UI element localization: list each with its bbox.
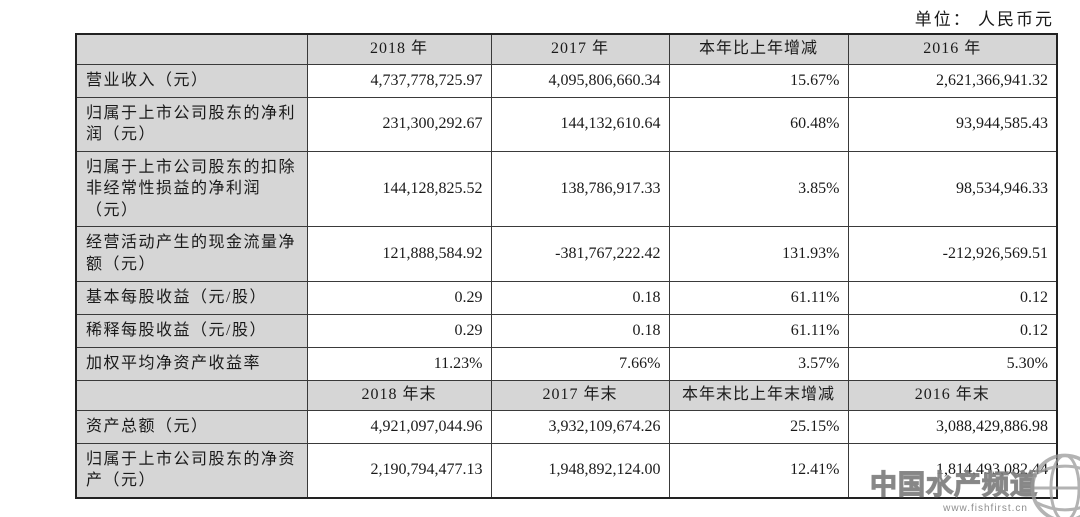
table-row: 经营活动产生的现金流量净额（元） 121,888,584.92 -381,767,2… (75, 226, 1058, 282)
value-cell: -381,767,222.42 (490, 226, 670, 282)
value-cell: 131.93% (668, 226, 849, 282)
table-row: 资产总额（元） 4,921,097,044.96 3,932,109,674.26 2… (75, 409, 1058, 444)
value-cell: 4,095,806,660.34 (490, 63, 670, 98)
row-label: 归属于上市公司股东的净利润（元） (75, 96, 308, 152)
value-cell: -212,926,569.51 (847, 226, 1058, 282)
header-cell-year: 2018 年 (306, 33, 492, 65)
value-cell: 0.18 (490, 280, 670, 315)
value-cell: 11.23% (306, 346, 492, 381)
value-cell: 0.12 (847, 280, 1058, 315)
value-cell: 1,814,493,082.44 (847, 442, 1058, 499)
value-cell: 231,300,292.67 (306, 96, 492, 152)
header-cell-year: 本年比上年增减 (668, 33, 849, 65)
header-cell-year: 2017 年末 (490, 379, 670, 411)
value-cell: 0.29 (306, 280, 492, 315)
table-header-row: 2018 年 2017 年本年比上年增减 2016 年 (75, 33, 1058, 65)
table-row: 加权平均净资产收益率 11.23% 7.66% 3.57% 5.30% (75, 346, 1058, 381)
header-cell-year: 2016 年末 (847, 379, 1058, 411)
header-cell-year: 2018 年末 (306, 379, 492, 411)
header-cell-empty (75, 379, 308, 411)
watermark-url: www.fishfirst.cn (943, 503, 1028, 514)
value-cell: 15.67% (668, 63, 849, 98)
value-cell: 3,088,429,886.98 (847, 409, 1058, 444)
value-cell: 121,888,584.92 (306, 226, 492, 282)
header-cell-year: 2017 年 (490, 33, 670, 65)
value-cell: 4,921,097,044.96 (306, 409, 492, 444)
table-row: 基本每股收益（元/股） 0.29 0.18 61.11% 0.12 (75, 280, 1058, 315)
financial-summary-table: 2018 年 2017 年本年比上年增减 2016 年营业收入（元） 4,737,77… (75, 33, 1058, 499)
value-cell: 61.11% (668, 280, 849, 315)
header-cell-year: 2016 年 (847, 33, 1058, 65)
value-cell: 61.11% (668, 313, 849, 348)
row-label: 营业收入（元） (75, 63, 308, 98)
value-cell: 2,190,794,477.13 (306, 442, 492, 499)
table-row: 稀释每股收益（元/股） 0.29 0.18 61.11% 0.12 (75, 313, 1058, 348)
value-cell: 4,737,778,725.97 (306, 63, 492, 98)
value-cell: 1,948,892,124.00 (490, 442, 670, 499)
row-label: 稀释每股收益（元/股） (75, 313, 308, 348)
value-cell: 3.85% (668, 150, 849, 228)
value-cell: 3,932,109,674.26 (490, 409, 670, 444)
header-cell-year: 本年末比上年末增减 (668, 379, 849, 411)
value-cell: 5.30% (847, 346, 1058, 381)
value-cell: 0.12 (847, 313, 1058, 348)
row-label: 基本每股收益（元/股） (75, 280, 308, 315)
value-cell: 7.66% (490, 346, 670, 381)
value-cell: 144,128,825.52 (306, 150, 492, 228)
value-cell: 12.41% (668, 442, 849, 499)
table-row: 营业收入（元） 4,737,778,725.97 4,095,806,660.34 1… (75, 63, 1058, 98)
value-cell: 2,621,366,941.32 (847, 63, 1058, 98)
value-cell: 0.18 (490, 313, 670, 348)
unit-label: 单位： 人民币元 (914, 10, 1054, 29)
table-row: 归属于上市公司股东的净资产（元） 2,190,794,477.13 1,948,89… (75, 442, 1058, 499)
value-cell: 98,534,946.33 (847, 150, 1058, 228)
financial-table-body: 2018 年 2017 年本年比上年增减 2016 年营业收入（元） 4,737,77… (75, 33, 1058, 499)
row-label: 归属于上市公司股东的净资产（元） (75, 442, 308, 499)
table-row: 归属于上市公司股东的净利润（元） 231,300,292.67 144,132,61… (75, 96, 1058, 152)
value-cell: 25.15% (668, 409, 849, 444)
value-cell: 3.57% (668, 346, 849, 381)
value-cell: 0.29 (306, 313, 492, 348)
table-row: 归属于上市公司股东的扣除非经常性损益的净利润（元） 144,128,825.52 1… (75, 150, 1058, 228)
row-label: 资产总额（元） (75, 409, 308, 444)
header-cell-empty (75, 33, 308, 65)
table-header-row: 2018 年末 2017 年末 本年末比上年末增减 2016 年末 (75, 379, 1058, 411)
value-cell: 144,132,610.64 (490, 96, 670, 152)
row-label: 归属于上市公司股东的扣除非经常性损益的净利润（元） (75, 150, 308, 228)
value-cell: 60.48% (668, 96, 849, 152)
value-cell: 138,786,917.33 (490, 150, 670, 228)
value-cell: 93,944,585.43 (847, 96, 1058, 152)
row-label: 经营活动产生的现金流量净额（元） (75, 226, 308, 282)
row-label: 加权平均净资产收益率 (75, 346, 308, 381)
